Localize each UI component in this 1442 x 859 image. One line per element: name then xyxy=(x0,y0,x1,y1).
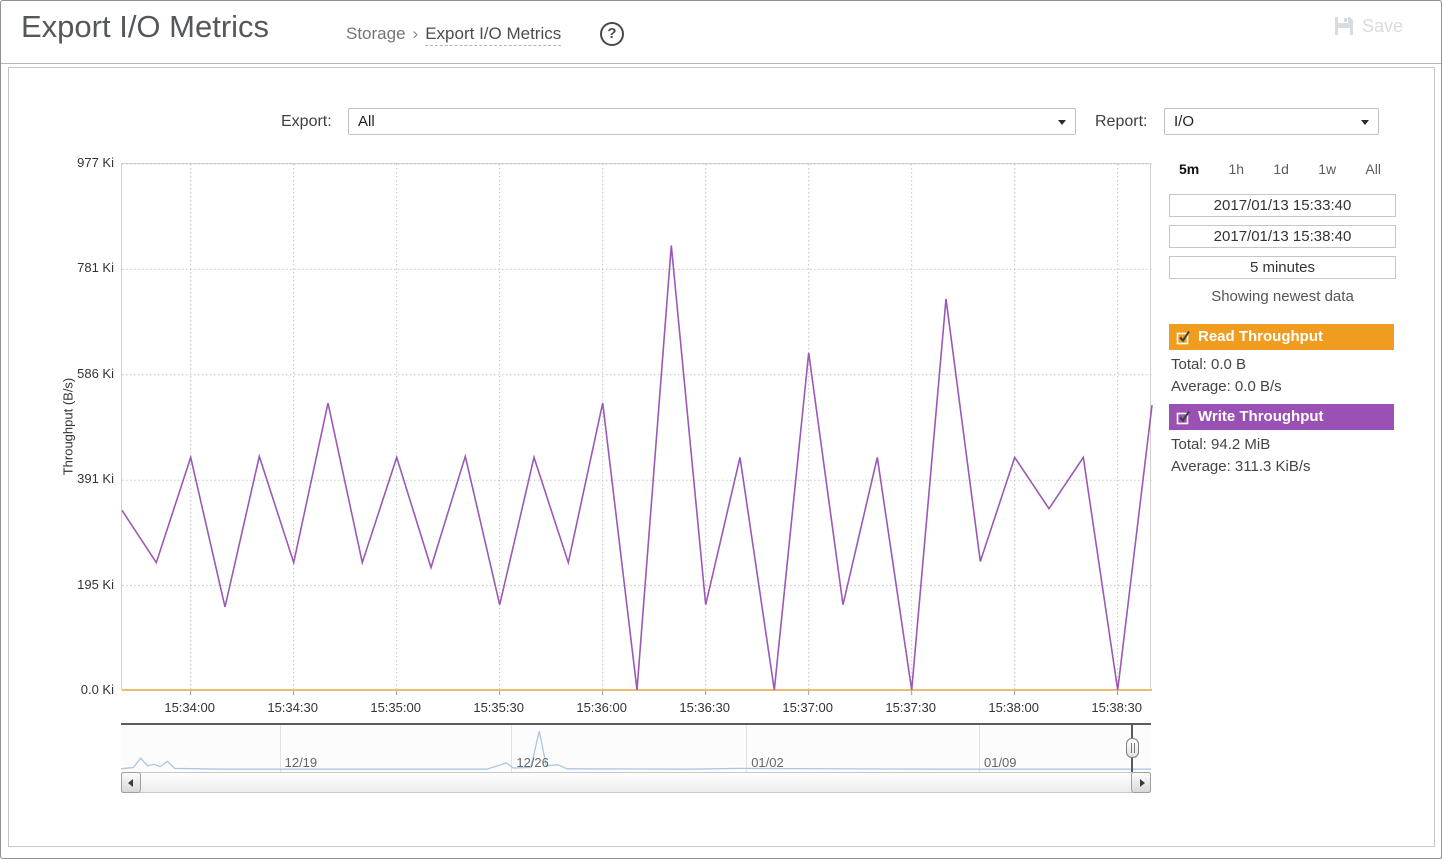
write-average-value: Average: 311.3 KiB/s xyxy=(1171,458,1311,475)
status-text: Showing newest data xyxy=(1211,288,1354,305)
y-tick-label: 195 Ki xyxy=(77,576,114,592)
scroll-right-button[interactable] xyxy=(1131,772,1151,793)
y-tick-label: 781 Ki xyxy=(77,260,114,276)
timeline-navigator[interactable]: 12/19 12/26 01/02 01/09 xyxy=(121,723,1151,772)
arrow-right-icon xyxy=(1140,779,1145,787)
x-tick-label: 15:37:00 xyxy=(782,700,833,715)
x-tick-label: 15:35:30 xyxy=(473,700,524,715)
navigator-gridline xyxy=(978,725,980,772)
checked-checkbox-icon xyxy=(1176,410,1190,424)
breadcrumb-separator: › xyxy=(412,24,419,43)
x-tick-label: 15:34:30 xyxy=(267,700,318,715)
horizontal-scrollbar[interactable] xyxy=(121,772,1151,793)
export-label: Export: xyxy=(281,113,332,130)
x-tick-label: 15:37:30 xyxy=(885,700,936,715)
save-label: Save xyxy=(1361,15,1403,36)
page-title: Export I/O Metrics xyxy=(21,9,270,44)
range-button-5m[interactable]: 5m xyxy=(1179,161,1200,177)
write-total-value: Total: 94.2 MiB xyxy=(1171,436,1271,453)
time-range-buttons: 5m 1h 1d 1w All xyxy=(1179,161,1381,177)
legend-series-name: Write Throughput xyxy=(1198,408,1324,425)
x-tick-label: 15:36:00 xyxy=(576,700,627,715)
chevron-down-icon xyxy=(1361,120,1369,125)
report-select[interactable]: I/O xyxy=(1164,108,1379,135)
navigator-date-label: 01/02 xyxy=(751,755,784,770)
breadcrumb: Storage › Export I/O Metrics xyxy=(346,24,562,46)
read-total-value: Total: 0.0 B xyxy=(1171,356,1247,373)
x-tick-label: 15:34:00 xyxy=(164,700,215,715)
navigator-date-label: 12/26 xyxy=(516,755,549,770)
header-divider xyxy=(1,63,1441,64)
y-axis-title: Throughput (B/s) xyxy=(60,377,76,476)
x-tick-label: 15:35:00 xyxy=(370,700,421,715)
range-button-1h[interactable]: 1h xyxy=(1228,161,1245,177)
report-select-value: I/O xyxy=(1174,113,1195,130)
breadcrumb-current[interactable]: Export I/O Metrics xyxy=(425,24,562,46)
write-throughput-legend-toggle[interactable]: Write Throughput xyxy=(1169,404,1394,430)
range-button-all[interactable]: All xyxy=(1365,161,1381,177)
read-average-value: Average: 0.0 B/s xyxy=(1171,378,1282,395)
start-time-input[interactable] xyxy=(1169,194,1396,217)
chart-plot-area xyxy=(121,163,1153,695)
navigator-date-label: 01/09 xyxy=(983,755,1017,770)
navigator-mini-chart xyxy=(121,730,1151,770)
navigator-handle-grip-icon[interactable] xyxy=(1126,738,1140,758)
breadcrumb-parent[interactable]: Storage xyxy=(346,24,406,43)
export-select-value: All xyxy=(358,113,375,130)
checked-checkbox-icon xyxy=(1176,330,1190,344)
x-tick-label: 15:36:30 xyxy=(679,700,730,715)
chevron-down-icon xyxy=(1058,120,1066,125)
range-button-1w[interactable]: 1w xyxy=(1318,161,1337,177)
arrow-left-icon xyxy=(128,779,133,787)
navigator-date-label: 12/19 xyxy=(284,755,318,770)
save-floppy-icon xyxy=(1334,17,1353,35)
write-throughput-series-line xyxy=(121,245,1153,691)
help-icon[interactable]: ? xyxy=(600,22,624,46)
report-label: Report: xyxy=(1095,113,1148,130)
throughput-line-chart xyxy=(121,163,1153,695)
save-button[interactable]: Save xyxy=(1333,15,1403,37)
y-tick-label: 0.0 Ki xyxy=(80,682,114,697)
scroll-left-button[interactable] xyxy=(121,772,141,793)
end-time-input[interactable] xyxy=(1169,225,1396,248)
range-button-1d[interactable]: 1d xyxy=(1273,161,1289,177)
x-tick-label: 15:38:00 xyxy=(988,700,1039,715)
y-tick-label: 586 Ki xyxy=(77,365,114,381)
export-select[interactable]: All xyxy=(348,108,1076,135)
read-throughput-legend-toggle[interactable]: Read Throughput xyxy=(1169,324,1394,350)
legend-series-name: Read Throughput xyxy=(1198,328,1323,345)
navigator-gridline xyxy=(279,725,281,772)
duration-input[interactable] xyxy=(1169,256,1396,279)
y-tick-label: 391 Ki xyxy=(77,471,114,487)
y-tick-label: 977 Ki xyxy=(77,155,114,170)
navigator-gridline xyxy=(746,725,748,772)
x-tick-label: 15:38:30 xyxy=(1091,700,1142,715)
navigator-gridline xyxy=(511,725,513,772)
